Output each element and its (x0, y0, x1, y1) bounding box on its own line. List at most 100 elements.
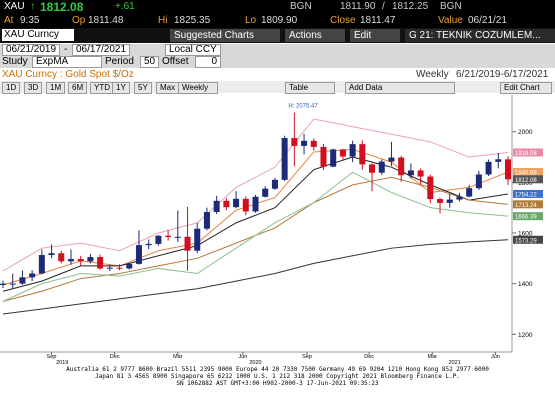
stat-value: 1809.90 (261, 15, 298, 26)
x-tick-label: Sep (47, 354, 57, 360)
value-label-bg (513, 212, 543, 221)
indicator-line (2, 156, 509, 292)
stat-label: Hi (158, 15, 168, 26)
candle-body (504, 159, 512, 180)
candle-body (233, 198, 240, 208)
value-label: 1713.24 (515, 203, 537, 209)
candle-body (9, 283, 16, 285)
candle-body (320, 146, 327, 167)
candle-body (446, 199, 453, 203)
period[interactable]: 50 (140, 56, 160, 68)
candle-body (262, 188, 269, 197)
candle-body (165, 235, 172, 238)
candle-body (135, 245, 142, 264)
candle-body (388, 157, 395, 162)
study-label: Study (2, 56, 28, 67)
ask-source: BGN (440, 1, 462, 12)
y-tick-label: 1200 (518, 332, 533, 339)
offset[interactable]: 0 (195, 56, 221, 68)
candle-body (87, 257, 94, 262)
command-button[interactable]: Actions (285, 29, 345, 42)
candle-body (485, 161, 492, 175)
candle-body (271, 179, 278, 189)
candle-body (475, 174, 482, 189)
period-label: Period (105, 56, 134, 67)
candle-body (369, 164, 376, 173)
candle-body (203, 211, 210, 229)
value-label: 1573.29 (515, 238, 537, 244)
period-button[interactable]: 1D (2, 82, 21, 94)
quote-row: XAU ↑ 1812.08 +.61 BGN 1811.90 / 1812.25… (0, 0, 555, 14)
candle-body (174, 236, 181, 238)
candle-body (0, 283, 7, 285)
range-sep: - (64, 44, 68, 55)
title-row: XAU Curncy : Gold Spot $/Oz Weekly 6/21/… (0, 68, 555, 81)
last-label: 1812.08 (515, 178, 537, 184)
y-tick-label: 1400 (518, 281, 533, 288)
add-data-input[interactable]: Add Data (345, 82, 455, 94)
candle-body (466, 188, 473, 197)
x-tick-label: Mar (428, 354, 438, 360)
value-label: 1840.68 (515, 171, 537, 177)
value-label: 1918.08 (515, 151, 537, 157)
period-button[interactable]: 5Y (134, 82, 152, 94)
arrow: ↑ (30, 1, 35, 12)
study-row: Study ExpMA Period 50 Offset 0 (0, 56, 555, 68)
period-button[interactable]: 3D (24, 82, 43, 94)
command-button[interactable]: Suggested Charts (170, 29, 280, 42)
edit-chart-button[interactable]: Edit Chart (500, 82, 552, 94)
candle-body (58, 253, 65, 262)
candle-body (116, 267, 123, 269)
candle-body (67, 259, 74, 262)
stat-label: Close (330, 15, 356, 26)
candle-body (291, 138, 298, 146)
frequency-select[interactable]: Weekly (178, 82, 218, 94)
year-label: 2019 (56, 360, 68, 366)
candle-body (97, 257, 104, 269)
period-button[interactable]: 6M (68, 82, 88, 94)
end-date[interactable]: 06/17/2021 (72, 44, 131, 56)
candle-body (19, 277, 26, 284)
value-label-bg (513, 168, 543, 177)
candle-body (155, 235, 162, 244)
x-tick-label: Jun (238, 354, 247, 360)
candle-body (184, 236, 191, 251)
indicator-line (2, 118, 509, 272)
candle-body (252, 196, 259, 212)
bid-source: BGN (290, 1, 312, 12)
currency[interactable]: Local CCY (165, 44, 221, 56)
separator: / (382, 1, 385, 12)
candle-body (407, 170, 414, 176)
candle-body (242, 198, 249, 212)
y-tick-label: 1600 (518, 230, 533, 237)
last-label-bg (513, 175, 543, 184)
offset-label: Offset (162, 56, 189, 67)
candle-body (310, 140, 317, 147)
candle-body (38, 255, 45, 274)
toolbar: 1D 3D 1M 6M YTD 1Y 5Y Max Weekly Table Add Data Edi… (0, 81, 555, 94)
command-button[interactable]: G 21: TEKNIK COZUMLEM... (405, 29, 555, 42)
start-date[interactable]: 06/21/2019 (2, 44, 61, 56)
candle-body (427, 176, 434, 200)
security-input[interactable]: XAU Curncy (2, 29, 74, 41)
period-button[interactable]: 1Y (112, 82, 130, 94)
candle-body (417, 170, 424, 177)
stat-label: Op (72, 15, 86, 26)
stat-label: Lo (245, 15, 257, 26)
table-button[interactable]: Table (285, 82, 335, 94)
candle-body (495, 159, 502, 162)
y-tick-label: 1800 (518, 180, 533, 187)
candle-body (213, 200, 220, 212)
stat-value: 1811.48 (88, 15, 124, 26)
candle-body (378, 161, 385, 173)
plot-background (0, 95, 555, 364)
period-button[interactable]: 1M (46, 82, 66, 94)
study-name[interactable]: ExpMA (32, 56, 102, 68)
candle-body (330, 149, 337, 167)
x-tick-label: Mar (173, 354, 183, 360)
value-label-bg (513, 148, 543, 157)
value-label-bg (513, 200, 543, 209)
command-button[interactable]: Edit (350, 29, 400, 42)
ask: 1812.25 (392, 1, 429, 12)
